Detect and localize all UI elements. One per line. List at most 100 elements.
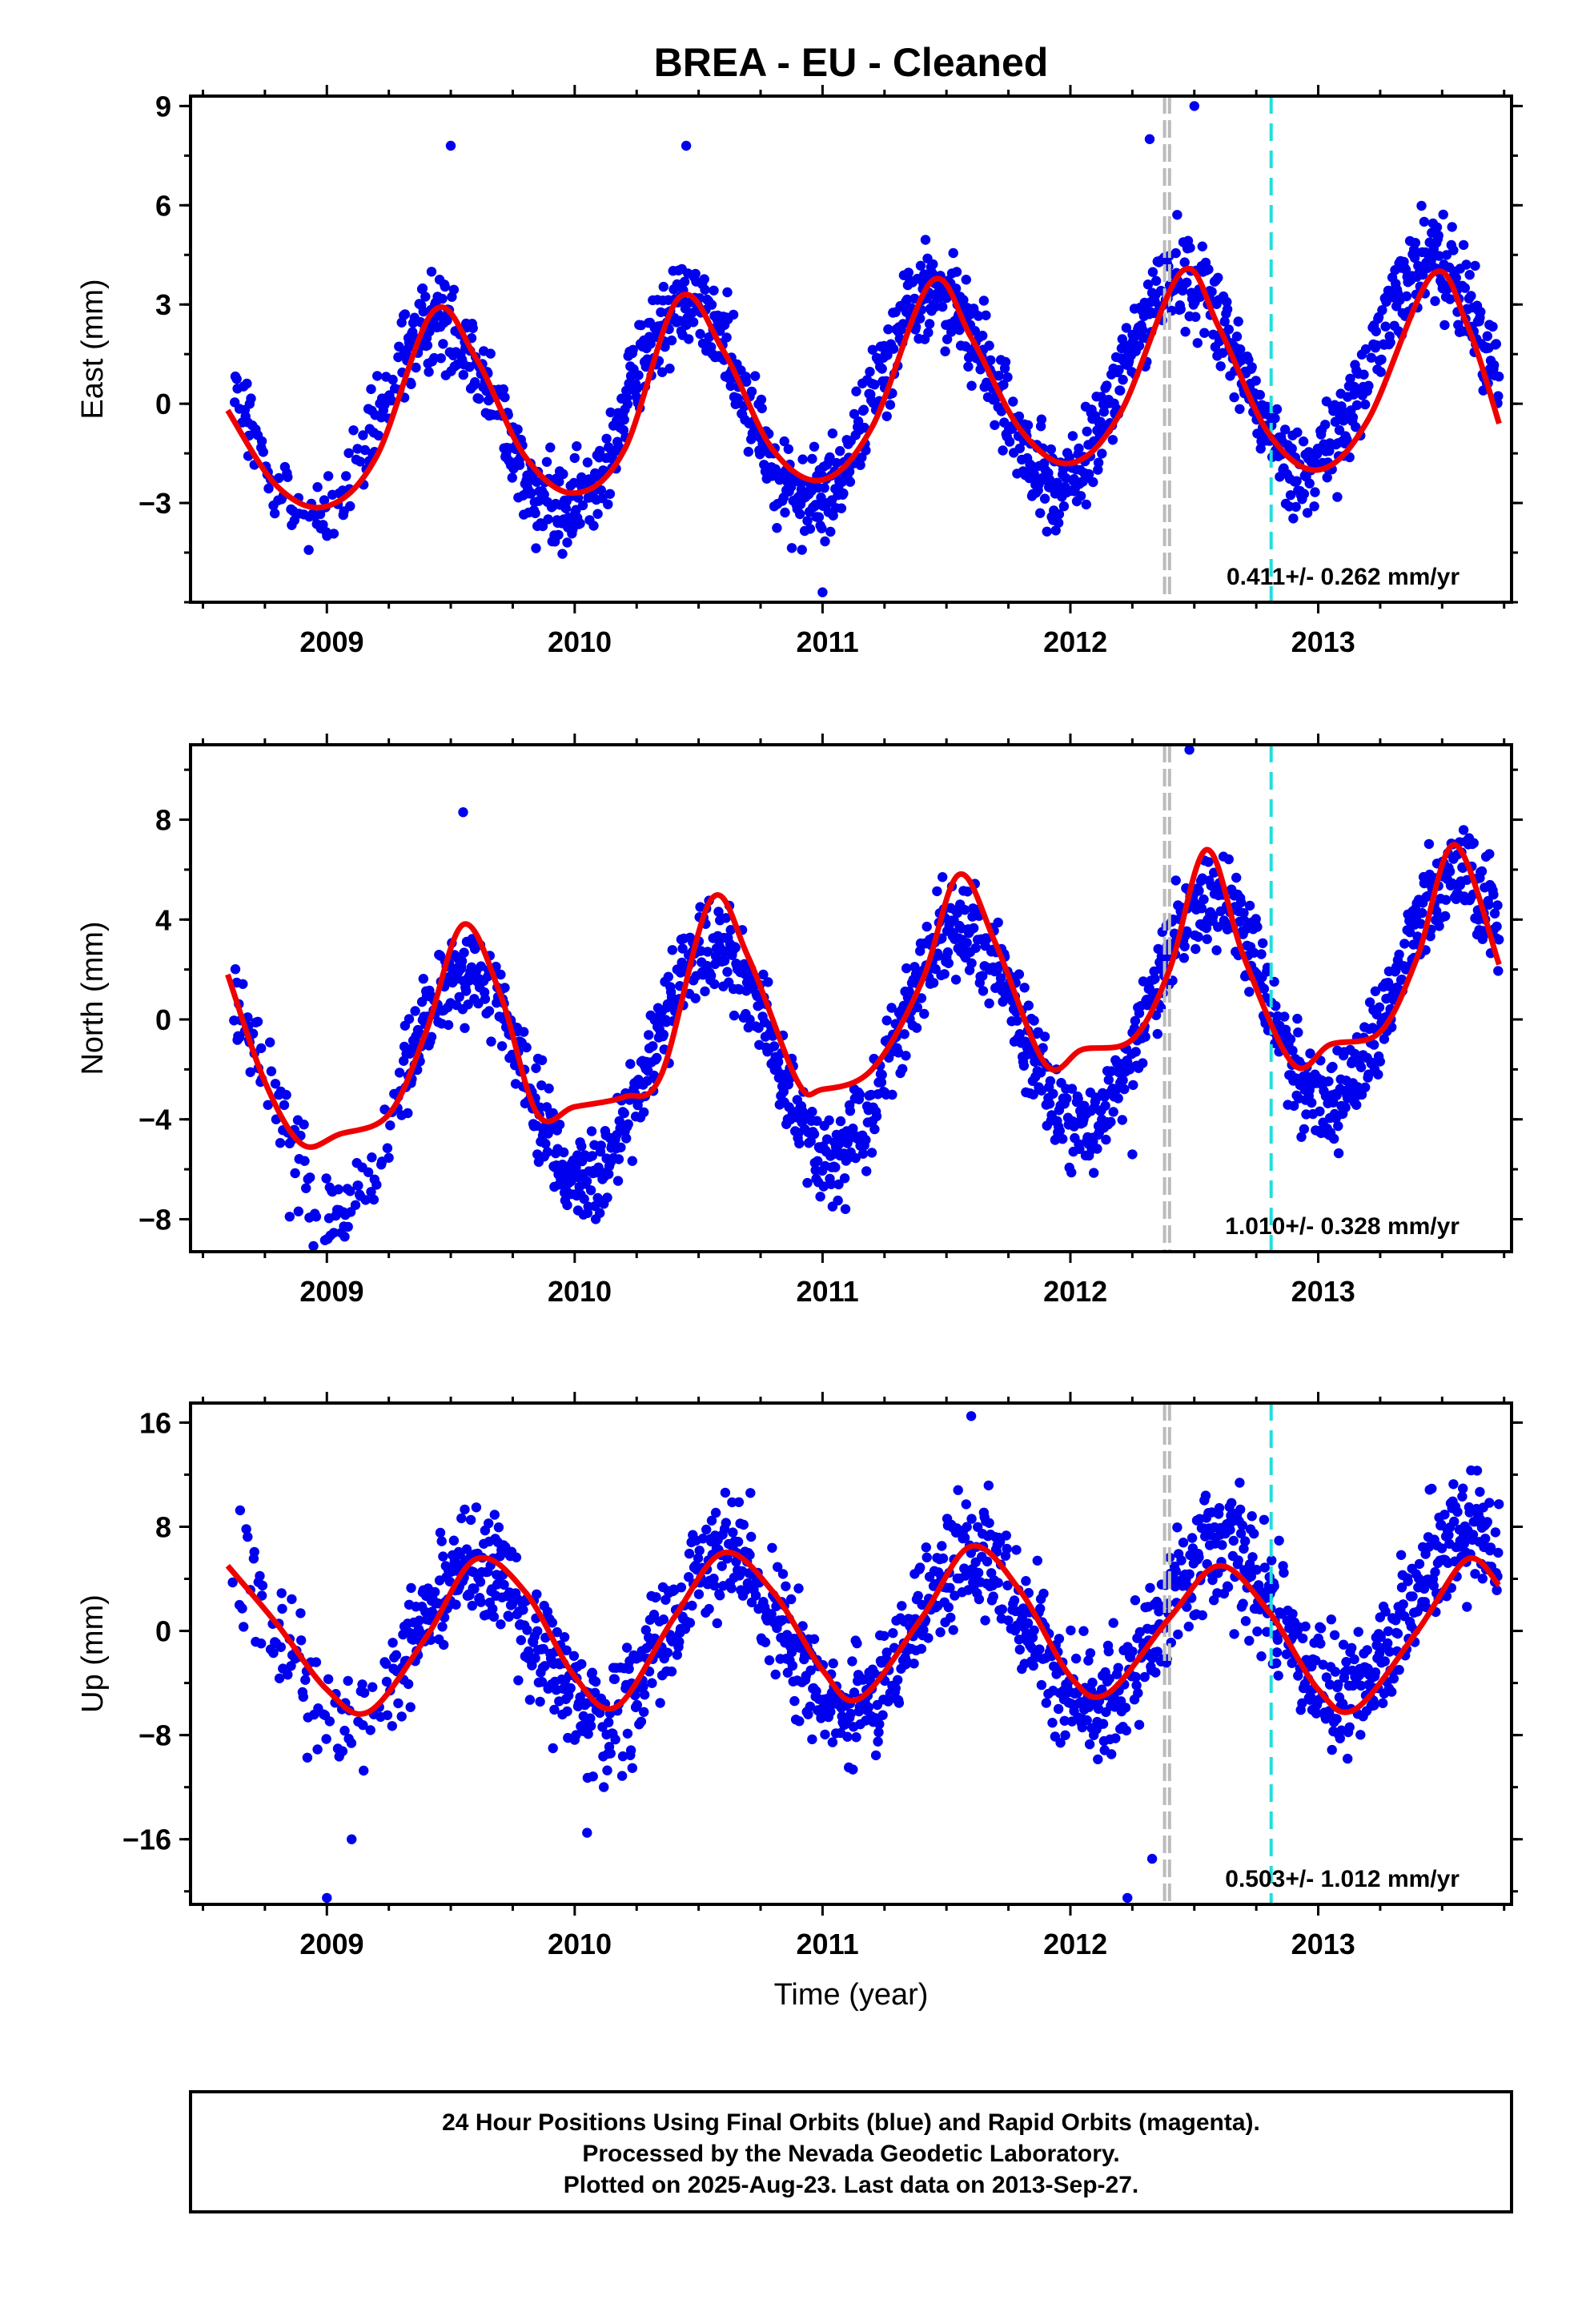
north-point xyxy=(1333,1120,1343,1132)
up-fit-curve xyxy=(225,1542,1502,1717)
north-point xyxy=(857,1148,869,1159)
up-point xyxy=(516,1634,526,1646)
north-point xyxy=(901,963,912,974)
east-point xyxy=(1332,492,1343,502)
up-point xyxy=(536,1677,548,1687)
north-point xyxy=(321,1173,331,1184)
up-point xyxy=(1197,1610,1208,1621)
north-point xyxy=(1103,1075,1114,1085)
up-point xyxy=(1098,1719,1109,1729)
east-point xyxy=(897,319,909,329)
up-point xyxy=(915,1562,926,1573)
east-point xyxy=(809,441,820,452)
up-point xyxy=(873,1736,883,1747)
up-point xyxy=(639,1690,650,1700)
east-point xyxy=(1262,401,1272,412)
east-point xyxy=(1058,464,1069,475)
up-plot-frame xyxy=(189,1401,1513,1906)
north-point xyxy=(426,1031,437,1043)
up-point xyxy=(610,1734,620,1745)
east-point xyxy=(845,476,856,487)
east-point xyxy=(869,380,880,390)
east-point xyxy=(961,275,972,285)
up-point xyxy=(475,1577,486,1587)
up-point xyxy=(1246,1571,1257,1582)
north-point xyxy=(576,1141,587,1152)
north-point xyxy=(363,1167,374,1178)
east-point xyxy=(1375,367,1386,377)
north-point xyxy=(586,1126,597,1136)
up-point xyxy=(733,1497,745,1508)
east-point xyxy=(1338,406,1348,416)
up-point xyxy=(750,1590,761,1601)
x-tick-label: 2013 xyxy=(1291,1928,1355,1960)
north-point xyxy=(1293,1027,1303,1038)
up-point xyxy=(1388,1673,1399,1684)
up-point xyxy=(807,1734,817,1745)
up-point xyxy=(811,1686,821,1696)
up-point xyxy=(298,1691,308,1703)
east-point xyxy=(1084,468,1094,480)
north-point xyxy=(460,1023,470,1033)
east-point xyxy=(1287,443,1297,454)
x-tick-label: 2009 xyxy=(299,625,363,658)
up-point xyxy=(1227,1498,1237,1509)
up-point xyxy=(499,1579,509,1590)
east-point xyxy=(1466,291,1476,301)
east-point xyxy=(1233,316,1243,327)
up-point xyxy=(1482,1517,1493,1527)
north-point xyxy=(350,1200,361,1211)
north-point xyxy=(745,1014,755,1025)
up-point xyxy=(1054,1634,1065,1644)
east-point xyxy=(1320,420,1331,430)
east-point xyxy=(836,503,847,513)
east-point xyxy=(438,339,448,349)
east-point xyxy=(706,300,717,310)
up-point xyxy=(414,1615,424,1626)
up-point xyxy=(1093,1703,1104,1715)
east-point xyxy=(795,509,805,520)
east-point xyxy=(1014,443,1026,454)
footer-line-1: 24 Hour Positions Using Final Orbits (bl… xyxy=(442,2109,1260,2136)
east-point xyxy=(541,456,552,467)
up-point xyxy=(1009,1595,1020,1606)
up-point xyxy=(1462,1602,1472,1612)
up-point xyxy=(590,1676,601,1687)
east-point xyxy=(458,369,468,380)
y-tick-label: 16 xyxy=(139,1406,171,1439)
up-point xyxy=(1003,1615,1014,1626)
up-point xyxy=(1225,1525,1235,1535)
east-point xyxy=(859,422,869,433)
east-point xyxy=(797,545,807,555)
north-point xyxy=(1150,974,1160,984)
up-point xyxy=(1259,1562,1271,1573)
up-point xyxy=(1380,1606,1391,1617)
up-point xyxy=(1217,1540,1227,1550)
north-point xyxy=(385,1120,396,1131)
east-outlier-point xyxy=(817,587,828,597)
east-point xyxy=(417,283,428,294)
north-point xyxy=(1244,900,1255,911)
north-point xyxy=(1484,899,1494,910)
east-point xyxy=(1192,338,1203,348)
north-point xyxy=(1315,1106,1325,1117)
north-point xyxy=(1213,922,1223,932)
up-point xyxy=(476,1597,486,1607)
east-point xyxy=(562,537,572,548)
up-data-layer xyxy=(225,1403,1504,1904)
north-point xyxy=(943,958,954,969)
east-point xyxy=(604,489,616,499)
up-point xyxy=(1494,1499,1504,1510)
north-point xyxy=(536,1055,548,1066)
up-point xyxy=(706,1515,717,1526)
north-point xyxy=(713,907,724,917)
up-point xyxy=(687,1600,697,1611)
up-outlier-point xyxy=(582,1827,592,1838)
east-point xyxy=(1054,509,1065,520)
north-point xyxy=(1256,949,1267,959)
up-point xyxy=(268,1647,279,1659)
north-point xyxy=(1493,966,1504,976)
up-point xyxy=(717,1561,727,1571)
up-point xyxy=(565,1683,576,1694)
up-point xyxy=(1430,1566,1440,1578)
